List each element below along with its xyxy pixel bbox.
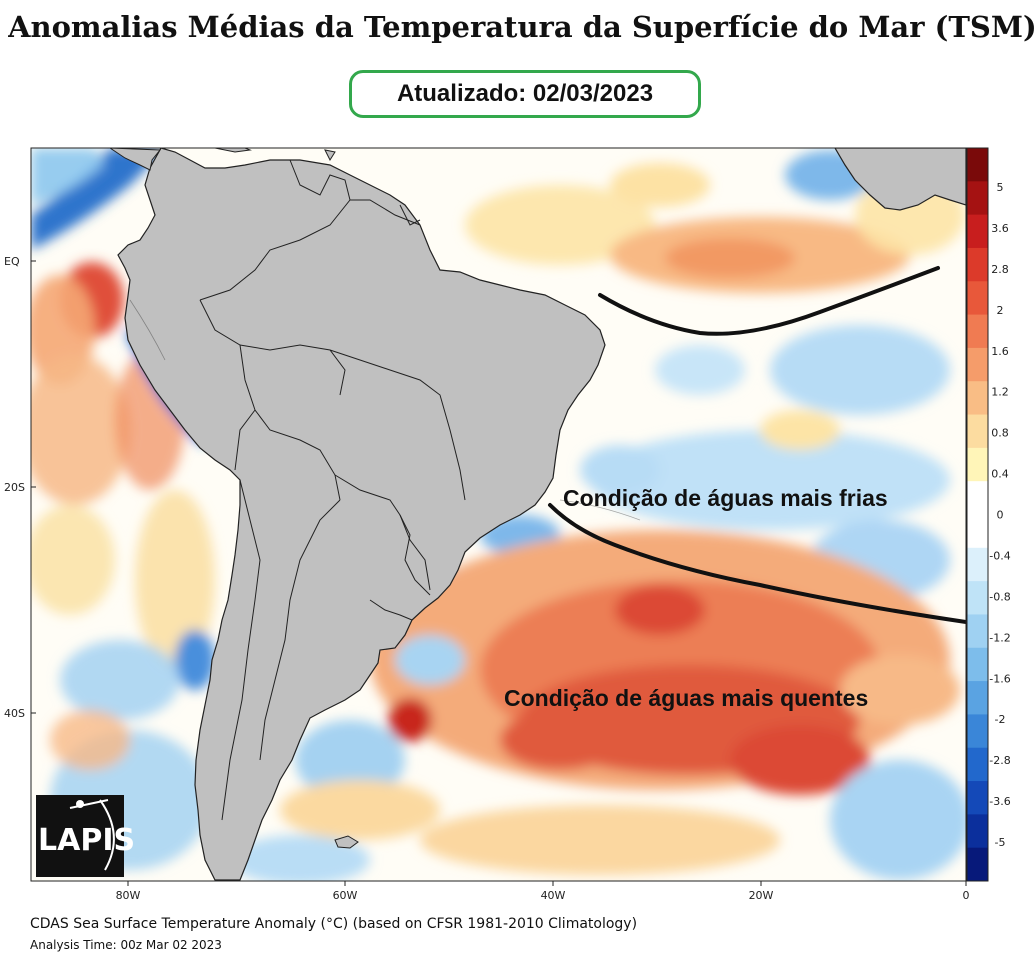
colorbar-swatch	[967, 847, 988, 882]
colorbar-label: -1.6	[989, 672, 1010, 685]
colorbar-label: -1.2	[989, 631, 1010, 644]
page-title: Anomalias Médias da Temperatura da Super…	[8, 10, 1036, 44]
lon-label-40w: 40W	[541, 889, 566, 902]
lon-label-80w: 80W	[116, 889, 141, 902]
colorbar-swatch	[967, 814, 988, 849]
lat-label-20s: 20S	[4, 481, 25, 494]
warm-band-boundary-line	[598, 266, 940, 336]
colorbar-label: 1.2	[991, 386, 1009, 399]
colorbar: 5 3.6 2.8 2 1.6 1.2 0.8 0.4 0 -0.4 -0.8 -1.2 -1.6 -2 -…	[966, 147, 1011, 882]
colorbar-swatch	[967, 647, 988, 682]
colorbar-label: 1.6	[991, 345, 1009, 358]
lon-label-20w: 20W	[749, 889, 774, 902]
colorbar-label: 0.8	[991, 427, 1009, 440]
updated-badge: Atualizado: 02/03/2023	[349, 70, 701, 118]
colorbar-swatch	[967, 614, 988, 649]
colorbar-label: -5	[995, 836, 1006, 849]
colorbar-swatch	[967, 181, 988, 216]
colorbar-swatch	[967, 214, 988, 249]
footer-analysis-time: Analysis Time: 00z Mar 02 2023	[30, 938, 222, 952]
colorbar-swatch	[967, 247, 988, 282]
ocean-anomaly-field: Condição de águas mais frias Condição de…	[31, 148, 966, 881]
colorbar-label: 0.4	[991, 468, 1009, 481]
colorbar-swatch	[967, 514, 988, 549]
colorbar-swatch	[967, 781, 988, 815]
colorbar-swatch	[967, 148, 988, 182]
footer-description: CDAS Sea Surface Temperature Anomaly (°C…	[30, 916, 638, 932]
colorbar-swatch	[967, 347, 988, 382]
lapis-logo-text: LAPIS	[38, 823, 135, 858]
colorbar-swatch	[967, 547, 988, 582]
colorbar-swatch	[967, 314, 988, 349]
warm-water-annotation: Condição de águas mais quentes	[504, 685, 868, 711]
colorbar-label: 5	[997, 181, 1004, 194]
colorbar-frame	[966, 147, 989, 882]
lon-label-0: 0	[963, 889, 970, 902]
colorbar-swatch	[967, 447, 988, 482]
colorbar-swatch	[967, 681, 988, 715]
lat-label-eq: EQ	[4, 255, 20, 268]
colorbar-label: 2.8	[991, 263, 1009, 276]
colorbar-label: -2.8	[989, 754, 1010, 767]
country-borders	[199, 159, 466, 821]
colorbar-label: 3.6	[991, 222, 1009, 235]
cold-water-annotation: Condição de águas mais frias	[563, 485, 888, 511]
colorbar-label: 2	[997, 304, 1004, 317]
colorbar-swatch	[967, 714, 988, 749]
colorbar-label: 0	[997, 509, 1004, 522]
lat-label-40s: 40S	[4, 707, 25, 720]
longitude-axis: 80W 60W 40W 20W 0	[116, 881, 970, 902]
colorbar-swatch	[967, 281, 988, 316]
colorbar-swatch	[967, 747, 988, 782]
colorbar-label: -0.4	[989, 549, 1010, 562]
south-america-landmass	[117, 148, 606, 881]
lapis-logo: LAPIS	[36, 795, 135, 877]
africa-landmass	[834, 148, 966, 211]
colorbar-label: -0.8	[989, 590, 1010, 603]
colorbar-swatch	[967, 381, 988, 416]
colorbar-label: -2	[995, 713, 1006, 726]
colorbar-swatch	[967, 581, 988, 615]
colorbar-label: -3.6	[989, 795, 1010, 808]
lon-label-60w: 60W	[333, 889, 358, 902]
colorbar-swatch	[967, 414, 988, 449]
latitude-axis: EQ 20S 40S	[4, 255, 36, 720]
colorbar-swatch	[967, 481, 988, 515]
cold-warm-boundary-line	[548, 503, 966, 624]
updated-text: Atualizado: 02/03/2023	[396, 80, 654, 107]
